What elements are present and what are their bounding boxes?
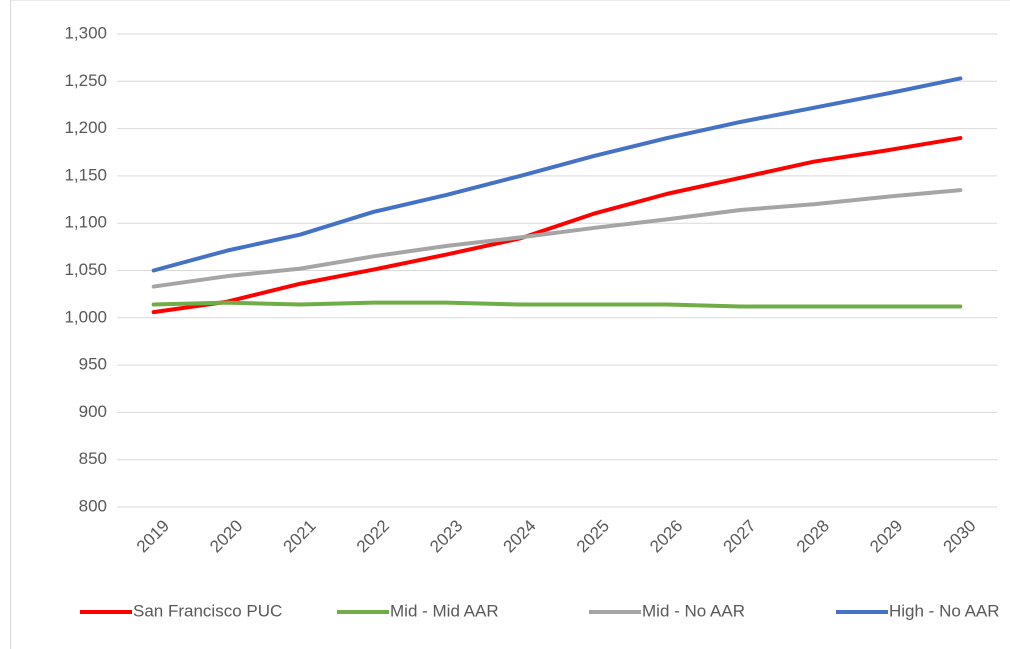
y-tick-label: 1,250	[64, 71, 107, 90]
legend-label: San Francisco PUC	[133, 601, 282, 620]
series-line	[151, 300, 963, 309]
y-tick-label: 1,200	[64, 118, 107, 137]
y-tick-label: 900	[79, 402, 107, 421]
y-tick-label: 1,100	[64, 213, 107, 232]
legend-label: High - No AAR	[889, 601, 1000, 620]
series-line	[151, 136, 963, 315]
y-tick-label: 1,000	[64, 307, 107, 326]
legend-label: Mid - No AAR	[642, 601, 745, 620]
y-tick-label: 850	[79, 449, 107, 468]
y-tick-label: 1,150	[64, 165, 107, 184]
y-tick-label: 1,050	[64, 260, 107, 279]
y-tick-label: 800	[79, 496, 107, 515]
y-tick-label: 950	[79, 355, 107, 374]
chart-frame	[10, 0, 1010, 649]
legend-label: Mid - Mid AAR	[390, 601, 499, 620]
y-tick-label: 1,300	[64, 23, 107, 42]
series-line	[151, 76, 963, 273]
series-line	[151, 188, 963, 289]
